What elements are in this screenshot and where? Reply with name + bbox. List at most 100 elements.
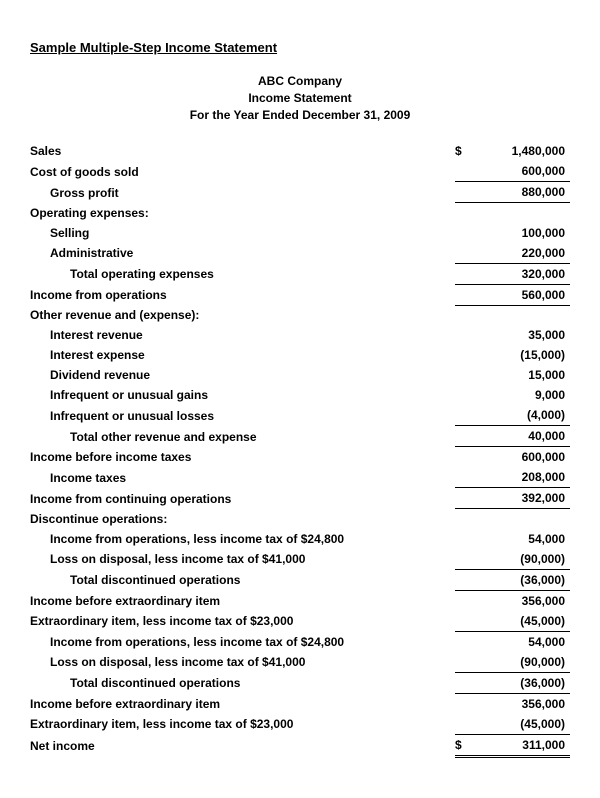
row-label: Cost of goods sold [30,161,455,182]
row-value [475,203,570,223]
row-value: 356,000 [475,693,570,714]
currency-symbol [455,161,475,182]
row-value: (90,000) [475,652,570,673]
currency-symbol [455,652,475,673]
row-label: Administrative [30,243,455,264]
row-value: 1,480,000 [475,141,570,161]
table-row: Total discontinued operations (36,000) [30,569,570,590]
row-label: Total discontinued operations [30,569,455,590]
row-label: Loss on disposal, less income tax of $41… [30,549,455,570]
row-label: Income before extraordinary item [30,693,455,714]
table-row: Dividend revenue 15,000 [30,365,570,385]
table-row: Other revenue and (expense): [30,305,570,325]
currency-symbol [455,305,475,325]
row-label: Income from continuing operations [30,488,455,509]
period: For the Year Ended December 31, 2009 [30,107,570,124]
table-row: Income from continuing operations 392,000 [30,488,570,509]
table-row: Interest expense(15,000) [30,345,570,365]
row-label: Selling [30,223,455,243]
row-label: Income taxes [30,467,455,488]
table-row: Income from operations, less income tax … [30,631,570,652]
row-value: (45,000) [475,611,570,632]
company-name: ABC Company [30,73,570,90]
row-label: Total discontinued operations [30,672,455,693]
currency-symbol [455,203,475,223]
table-row: Income from operations, less income tax … [30,529,570,549]
row-value: 880,000 [475,182,570,203]
currency-symbol [455,263,475,284]
row-label: Interest revenue [30,325,455,345]
currency-symbol: $ [455,734,475,756]
row-value [475,509,570,529]
row-value: 356,000 [475,590,570,611]
table-row: Income before income taxes600,000 [30,447,570,468]
row-value: 600,000 [475,447,570,468]
currency-symbol [455,365,475,385]
report-name: Income Statement [30,90,570,107]
row-label: Extraordinary item, less income tax of $… [30,611,455,632]
row-value: 40,000 [475,426,570,447]
currency-symbol [455,631,475,652]
currency-symbol [455,569,475,590]
document-title: Sample Multiple-Step Income Statement [30,40,570,55]
table-row: Total discontinued operations(36,000) [30,672,570,693]
row-value: 392,000 [475,488,570,509]
currency-symbol [455,529,475,549]
table-row: Infrequent or unusual gains9,000 [30,385,570,405]
currency-symbol [455,325,475,345]
table-row: Administrative 220,000 [30,243,570,264]
table-row: Total other revenue and expense 40,000 [30,426,570,447]
table-row: Operating expenses: [30,203,570,223]
table-row: Loss on disposal, less income tax of $41… [30,549,570,570]
table-row: Extraordinary item, less income tax of $… [30,714,570,735]
currency-symbol [455,509,475,529]
table-row: Total operating expenses320,000 [30,263,570,284]
row-value: 220,000 [475,243,570,264]
table-row: Income taxes208,000 [30,467,570,488]
row-label: Infrequent or unusual gains [30,385,455,405]
table-row: Extraordinary item, less income tax of $… [30,611,570,632]
currency-symbol [455,385,475,405]
row-value: 311,000 [475,734,570,756]
row-label: Income before extraordinary item [30,590,455,611]
table-row: Net income$311,000 [30,734,570,756]
row-label: Total other revenue and expense [30,426,455,447]
currency-symbol: $ [455,141,475,161]
currency-symbol [455,549,475,570]
table-row: Income from operations560,000 [30,284,570,305]
table-row: Sales$1,480,000 [30,141,570,161]
currency-symbol [455,488,475,509]
row-label: Income from operations [30,284,455,305]
table-row: Discontinue operations: [30,509,570,529]
income-statement-table: Sales$1,480,000Cost of goods sold600,000… [30,141,570,758]
currency-symbol [455,590,475,611]
row-label: Sales [30,141,455,161]
currency-symbol [455,426,475,447]
row-value: 600,000 [475,161,570,182]
table-row: Gross profit880,000 [30,182,570,203]
currency-symbol [455,447,475,468]
table-row: Selling 100,000 [30,223,570,243]
table-row: Interest revenue35,000 [30,325,570,345]
currency-symbol [455,182,475,203]
row-label: Dividend revenue [30,365,455,385]
currency-symbol [455,405,475,426]
table-row: Loss on disposal, less income tax of $41… [30,652,570,673]
table-row: Income before extraordinary item 356,000 [30,590,570,611]
row-value: (36,000) [475,569,570,590]
row-label: Extraordinary item, less income tax of $… [30,714,455,735]
currency-symbol [455,611,475,632]
row-value: 15,000 [475,365,570,385]
row-label: Net income [30,734,455,756]
row-value: 100,000 [475,223,570,243]
row-label: Operating expenses: [30,203,455,223]
row-value: (4,000) [475,405,570,426]
currency-symbol [455,467,475,488]
row-value: 320,000 [475,263,570,284]
currency-symbol [455,672,475,693]
row-label: Discontinue operations: [30,509,455,529]
row-value: (15,000) [475,345,570,365]
header-block: ABC Company Income Statement For the Yea… [30,73,570,123]
table-row: Income before extraordinary item 356,000 [30,693,570,714]
row-value [475,305,570,325]
